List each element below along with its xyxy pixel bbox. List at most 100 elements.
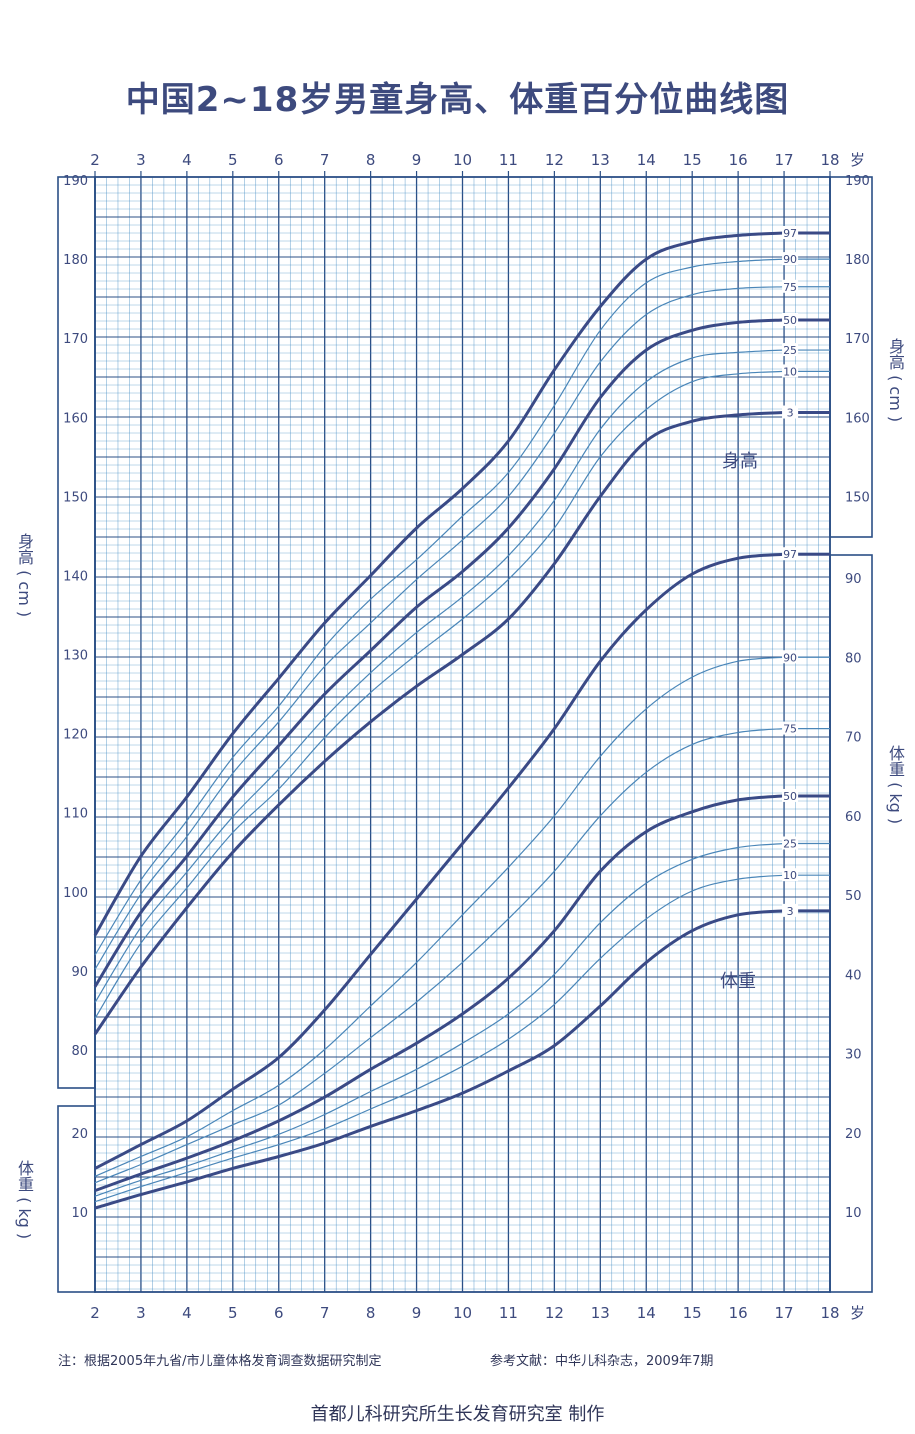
- height-percentile-label-50: 50: [783, 314, 797, 327]
- weight-tick-label-right: 90: [845, 572, 862, 587]
- x-tick-label-top: 18: [820, 151, 839, 169]
- height-tick-label-left: 130: [63, 649, 88, 664]
- x-tick-label-top: 17: [775, 151, 794, 169]
- weight-percentile-label-50: 50: [783, 790, 797, 803]
- height-curve-p75: [94, 286, 785, 970]
- footnote-source: 注：根据2005年九省/市儿童体格发育调查数据研究制定: [58, 1354, 382, 1369]
- weight-curve-p75: [94, 728, 785, 1184]
- height-curve-p97: [93, 231, 785, 937]
- x-tick-label-top: 5: [228, 151, 238, 169]
- weight-tick-label-right: 30: [845, 1048, 862, 1063]
- height-tick-label-left: 140: [63, 569, 88, 584]
- weight-label-bg: [782, 788, 799, 802]
- weight-label-bg: [782, 836, 799, 850]
- weight-curve-p97: [94, 552, 785, 1170]
- left-weight-axis-box: [57, 1105, 96, 1293]
- height-percentile-label-25: 25: [783, 344, 797, 357]
- weight-label-bg: [782, 903, 799, 917]
- weight-label-bg: [782, 547, 799, 561]
- weight-label-bg: [782, 868, 799, 882]
- height-label-bg: [782, 225, 799, 239]
- height-percentile-label-10: 10: [783, 365, 797, 378]
- height-percentile-label-90: 90: [783, 253, 797, 266]
- weight-tick-label-right: 80: [845, 651, 862, 666]
- right-weight-axis-box: [829, 554, 873, 1293]
- height-tick-label-left: 90: [71, 965, 88, 980]
- x-tick-label-top: 6: [274, 151, 284, 169]
- x-tick-label-bottom: 2: [90, 1304, 100, 1322]
- x-tick-label-top: 15: [683, 151, 702, 169]
- height-tick-label-right: 180: [845, 253, 870, 268]
- x-tick-label-top: 2: [90, 151, 100, 169]
- x-tick-label-bottom: 10: [453, 1304, 472, 1322]
- weight-percentile-label-10: 10: [783, 869, 797, 882]
- weight-tick-label-right: 40: [845, 968, 862, 983]
- weight-percentile-label-97: 97: [783, 548, 797, 561]
- weight-label-bg: [782, 721, 799, 735]
- height-tick-label-left: 180: [63, 253, 88, 268]
- x-tick-label-bottom: 11: [499, 1304, 518, 1322]
- weight-curves-label: 体重: [720, 971, 756, 992]
- weight-tick-label-right: 10: [845, 1206, 862, 1221]
- weight-curve-p3: [94, 909, 785, 1210]
- x-tick-label-bottom: 13: [591, 1304, 610, 1322]
- height-tick-label-right: 150: [845, 490, 870, 505]
- weight-curve-p10: [94, 874, 785, 1203]
- weight-tick-label-right: 70: [845, 731, 862, 746]
- x-tick-label-bottom: 18: [820, 1304, 839, 1322]
- x-tick-label-bottom: 4: [182, 1304, 192, 1322]
- x-tick-label-bottom: 6: [274, 1304, 284, 1322]
- weight-tick-label-right: 60: [845, 810, 862, 825]
- right-height-axis-box: [829, 176, 873, 538]
- weight-percentile-label-90: 90: [783, 651, 797, 664]
- weight-tick-label-right: 20: [845, 1127, 862, 1142]
- weight-percentile-label-25: 25: [783, 837, 797, 850]
- x-tick-label-bottom: 8: [366, 1304, 376, 1322]
- right-height-axis-title: 身高 ( cm ): [886, 337, 905, 423]
- x-tick-label-bottom: 5: [228, 1304, 238, 1322]
- height-curve-p50: [93, 318, 785, 988]
- height-tick-label-left: 150: [63, 490, 88, 505]
- left-weight-axis-title: 体重 ( kg ): [15, 1160, 34, 1240]
- height-curve-p25: [94, 349, 785, 1003]
- height-label-bg: [782, 312, 799, 326]
- x-tick-label-bottom: 7: [320, 1304, 330, 1322]
- height-tick-label-right: 170: [845, 332, 870, 347]
- footnote-reference: 参考文献：中华儿科杂志，2009年7期: [490, 1354, 714, 1369]
- height-percentile-label-97: 97: [783, 227, 797, 240]
- weight-label-bg: [782, 650, 799, 664]
- x-unit-label-top: 岁: [850, 151, 865, 169]
- height-tick-label-right: 160: [845, 411, 870, 426]
- percentile-curves: [93, 231, 830, 1210]
- weight-percentile-label-3: 3: [787, 905, 794, 918]
- x-tick-label-bottom: 12: [545, 1304, 564, 1322]
- x-tick-label-top: 16: [729, 151, 748, 169]
- x-tick-label-bottom: 14: [637, 1304, 656, 1322]
- height-label-bg: [782, 364, 799, 378]
- height-curve-p3: [93, 411, 785, 1036]
- right-weight-axis-title: 体重 ( kg ): [886, 745, 905, 825]
- x-tick-label-top: 13: [591, 151, 610, 169]
- height-tick-label-left: 170: [63, 332, 88, 347]
- x-tick-label-top: 4: [182, 151, 192, 169]
- grid: [94, 176, 831, 1292]
- weight-curve-p50: [94, 794, 785, 1193]
- x-tick-label-top: 3: [136, 151, 146, 169]
- x-tick-label-top: 10: [453, 151, 472, 169]
- height-label-bg: [782, 405, 799, 419]
- x-tick-label-bottom: 16: [729, 1304, 748, 1322]
- height-percentile-label-3: 3: [787, 407, 794, 420]
- height-tick-label-left: 80: [71, 1044, 88, 1059]
- height-label-bg: [782, 343, 799, 357]
- height-curve-p10: [94, 370, 785, 1019]
- height-curve-p90: [94, 258, 785, 956]
- x-tick-label-top: 8: [366, 151, 376, 169]
- weight-tick-label-right: 50: [845, 889, 862, 904]
- x-tick-label-top: 14: [637, 151, 656, 169]
- height-tick-label-left: 110: [63, 807, 88, 822]
- left-height-axis-box: [57, 176, 96, 1089]
- weight-tick-label-left: 10: [71, 1206, 88, 1221]
- x-tick-label-bottom: 9: [412, 1304, 422, 1322]
